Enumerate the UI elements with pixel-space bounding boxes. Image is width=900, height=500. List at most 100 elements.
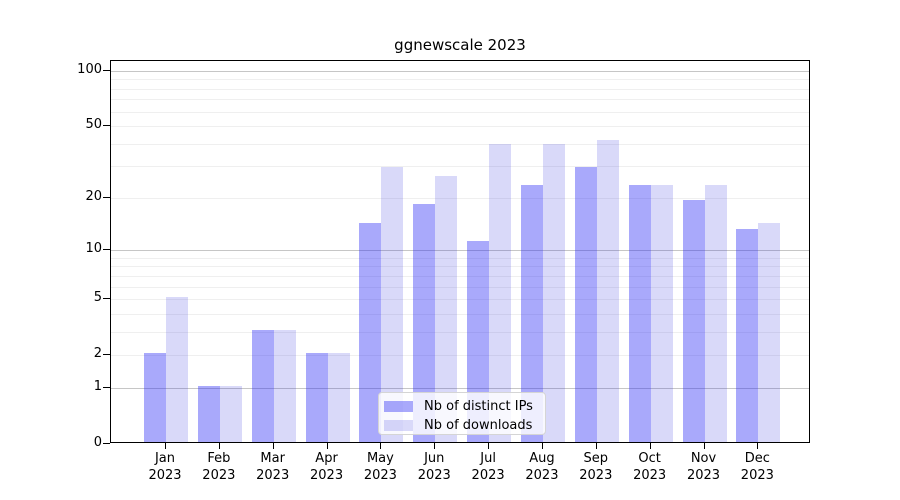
- bar-distinct-ips: [197, 385, 220, 442]
- bar-downloads: [219, 385, 242, 442]
- x-tick-year: 2023: [471, 468, 505, 483]
- x-tick-mark: [165, 443, 166, 449]
- y-tick-mark: [103, 249, 110, 251]
- bar-distinct-ips: [682, 199, 705, 442]
- bar-downloads: [435, 175, 458, 442]
- x-tick-label: Oct 2023: [620, 450, 680, 484]
- gridline-minor: [111, 313, 809, 315]
- y-tick-mark: [103, 386, 110, 388]
- bar-distinct-ips: [251, 329, 274, 442]
- gridline-minor: [111, 166, 809, 168]
- bar-distinct-ips: [413, 204, 436, 442]
- x-tick-month: Mar: [260, 451, 285, 466]
- legend-label-downloads: Nb of downloads: [424, 418, 533, 433]
- x-tick-year: 2023: [148, 468, 182, 483]
- bar-downloads: [489, 143, 512, 442]
- y-tick-label: 50: [85, 117, 102, 133]
- y-tick-mark: [103, 196, 110, 198]
- gridline-major: [111, 250, 809, 252]
- x-tick-mark: [595, 443, 597, 449]
- x-tick-label: May 2023: [350, 450, 410, 484]
- y-tick-mark: [103, 443, 110, 444]
- x-tick-mark: [434, 443, 436, 449]
- y-tick-label: 10: [85, 241, 102, 257]
- x-tick-label: Aug 2023: [512, 450, 572, 484]
- x-tick-month: Dec: [744, 451, 770, 466]
- x-tick-mark: [380, 443, 382, 449]
- gridline-minor: [111, 99, 809, 101]
- y-tick-label: 100: [77, 62, 102, 77]
- bar-downloads: [650, 185, 673, 442]
- gridline-minor: [111, 79, 809, 81]
- y-tick-mark: [103, 298, 110, 300]
- x-tick-year: 2023: [310, 468, 344, 483]
- gridline-major: [111, 387, 809, 389]
- x-tick-mark: [649, 443, 651, 449]
- x-tick-mark: [272, 443, 274, 449]
- bar-distinct-ips: [736, 228, 759, 442]
- x-tick-mark: [541, 443, 543, 449]
- bar-downloads: [596, 139, 619, 442]
- x-tick-label: Apr 2023: [297, 450, 357, 484]
- gridline-major: [111, 71, 809, 72]
- x-tick-month: May: [366, 451, 394, 466]
- legend-swatch-distinct-ips-icon: [384, 401, 413, 412]
- gridline-minor: [111, 266, 809, 268]
- bar-downloads: [704, 185, 727, 442]
- y-tick-label: 0: [93, 435, 102, 450]
- plot-area: [110, 60, 810, 443]
- bar-downloads: [381, 167, 404, 442]
- bar-distinct-ips: [520, 185, 543, 442]
- x-tick-year: 2023: [363, 468, 397, 483]
- legend-item-distinct-ips: Nb of distinct IPs: [384, 398, 545, 415]
- bar-distinct-ips: [574, 167, 597, 442]
- gridline-minor: [111, 286, 809, 288]
- bar-downloads: [166, 297, 188, 442]
- gridline-minor: [111, 111, 809, 113]
- x-tick-label: Jun 2023: [404, 450, 464, 484]
- x-tick-mark: [218, 443, 220, 449]
- x-tick-label: Feb 2023: [189, 450, 249, 484]
- gridline-minor: [111, 143, 809, 145]
- x-tick-month: Jun: [424, 451, 445, 466]
- x-tick-month: Sep: [583, 451, 609, 466]
- gridline-minor: [111, 299, 809, 301]
- legend-item-downloads: Nb of downloads: [384, 417, 545, 434]
- y-tick-label: 5: [93, 290, 102, 306]
- gridline-minor: [111, 257, 809, 259]
- x-tick-label: Jan 2023: [135, 450, 195, 484]
- x-tick-month: Jul: [480, 451, 496, 466]
- x-tick-year: 2023: [417, 468, 451, 483]
- x-tick-label: Mar 2023: [243, 450, 303, 484]
- x-tick-year: 2023: [256, 468, 290, 483]
- bar-downloads: [542, 143, 565, 442]
- x-tick-year: 2023: [633, 468, 667, 483]
- y-tick-label: 1: [93, 378, 102, 394]
- x-tick-year: 2023: [686, 468, 721, 483]
- x-tick-label: Dec 2023: [727, 450, 787, 484]
- x-tick-year: 2023: [202, 468, 236, 483]
- bar-distinct-ips: [467, 241, 490, 442]
- x-tick-month: Nov: [690, 451, 717, 466]
- x-tick-year: 2023: [740, 468, 774, 483]
- x-tick-year: 2023: [525, 468, 559, 483]
- y-tick-mark: [103, 354, 110, 356]
- bar-downloads: [327, 353, 350, 442]
- bar-distinct-ips: [305, 353, 328, 442]
- legend-swatch-downloads-icon: [384, 420, 413, 431]
- x-tick-year: 2023: [579, 468, 613, 483]
- x-tick-label: Nov 2023: [674, 450, 734, 484]
- gridline-minor: [111, 88, 809, 90]
- y-tick-mark: [103, 70, 110, 71]
- gridline-minor: [111, 275, 809, 277]
- bar-distinct-ips: [144, 353, 166, 442]
- x-tick-month: Jan: [154, 451, 176, 466]
- gridline-minor: [111, 355, 809, 357]
- bar-downloads: [758, 223, 781, 442]
- x-tick-month: Feb: [207, 451, 231, 466]
- x-tick-label: Jul 2023: [458, 450, 518, 484]
- gridline-minor: [111, 331, 809, 333]
- x-tick-month: Oct: [638, 451, 661, 466]
- y-tick-label: 20: [85, 188, 102, 204]
